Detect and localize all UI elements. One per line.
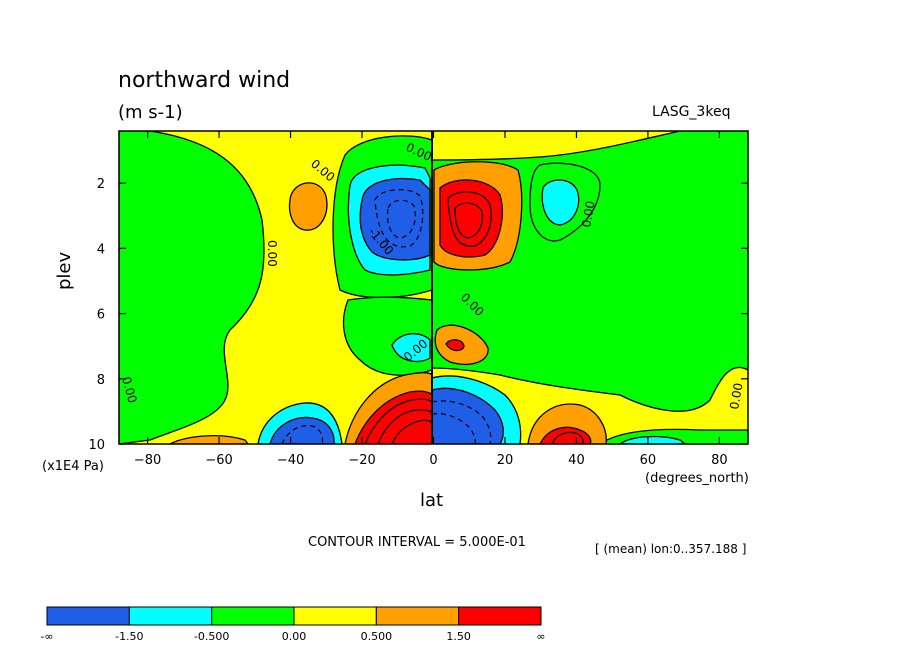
contour-line xyxy=(386,199,416,239)
contour-label: 0.00 xyxy=(579,200,597,229)
contour-line xyxy=(374,189,424,248)
colorbar-swatch xyxy=(293,606,377,626)
contour-interval-label: CONTOUR INTERVAL = 5.000E-01 xyxy=(308,535,526,550)
y-tick-label: 4 xyxy=(97,242,105,257)
colorbar-label: -0.500 xyxy=(194,630,229,643)
contour-line xyxy=(281,425,324,444)
contour-line xyxy=(364,398,433,444)
green-region-west xyxy=(119,131,265,444)
x-tick-label: 80 xyxy=(711,453,728,468)
colorbar: -∞ -1.50 -0.500 0.00 0.500 1.50 ∞ xyxy=(40,606,546,643)
x-axis-label: lat xyxy=(420,490,444,511)
blue-region-lower-west xyxy=(269,416,335,444)
plot-area xyxy=(119,131,748,444)
y-tick-label: 10 xyxy=(88,438,105,453)
orange-region-west-upper xyxy=(288,182,328,231)
y-tick-label: 8 xyxy=(97,373,105,388)
x-tick-label: 0 xyxy=(429,453,437,468)
colorbar-label: 0.00 xyxy=(282,630,307,643)
colorbar-swatch xyxy=(128,606,213,626)
cyan-region-bottom-east xyxy=(618,435,687,444)
x-tick-label: −20 xyxy=(348,453,375,468)
contour-fills xyxy=(119,131,748,444)
contour-line xyxy=(447,191,492,247)
chart-units: (m s-1) xyxy=(118,102,183,123)
colorbar-label: ∞ xyxy=(536,630,545,643)
colorbar-label: -1.50 xyxy=(115,630,143,643)
blue-region-lower-east xyxy=(431,387,504,444)
y-axis-units: (x1E4 Pa) xyxy=(42,459,104,474)
x-tick-label: −40 xyxy=(277,453,304,468)
red-region-upper xyxy=(439,179,503,258)
red-region-lower xyxy=(354,390,433,444)
contour-label: 0.00 xyxy=(727,382,745,411)
x-axis: −80 −60 −40 −20 0 20 40 60 80 xyxy=(134,131,728,468)
x-tick-label: 20 xyxy=(497,453,514,468)
contour-line xyxy=(377,409,433,444)
x-tick-label: −60 xyxy=(205,453,232,468)
contour-label: 0.00 xyxy=(119,375,139,404)
contour-line xyxy=(551,431,584,444)
colorbar-label: -∞ xyxy=(40,630,53,643)
cyan-region-east xyxy=(541,179,580,226)
contour-lines xyxy=(281,131,584,444)
y-tick-label: 2 xyxy=(97,177,105,192)
contour-line xyxy=(454,202,483,239)
chart-title: northward wind xyxy=(118,68,291,93)
colorbar-swatch xyxy=(211,606,295,626)
colorbar-label: 0.500 xyxy=(361,630,393,643)
y-axis: 2 4 6 8 10 xyxy=(88,177,748,453)
averaging-label: [ (mean) lon:0..357.188 ] xyxy=(595,542,747,556)
contour-line xyxy=(431,400,492,444)
orange-region-bottom-west xyxy=(169,435,249,444)
x-axis-units: (degrees_north) xyxy=(645,471,749,486)
colorbar-swatch xyxy=(375,606,460,626)
colorbar-label: 1.50 xyxy=(446,630,471,643)
red-region-mid xyxy=(445,339,465,352)
blue-region-upper xyxy=(359,177,431,261)
x-tick-label: −80 xyxy=(134,453,161,468)
dataset-label: LASG_3keq xyxy=(652,104,731,120)
contour-line xyxy=(431,413,476,444)
contour-label: 0.00 xyxy=(265,240,279,267)
x-tick-label: 40 xyxy=(568,453,585,468)
colorbar-swatch xyxy=(458,606,542,626)
cyan-region-mid xyxy=(391,333,431,363)
y-tick-label: 6 xyxy=(97,308,105,323)
x-tick-label: 60 xyxy=(640,453,657,468)
colorbar-swatch xyxy=(46,606,130,626)
red-region-lower-east xyxy=(539,426,592,444)
